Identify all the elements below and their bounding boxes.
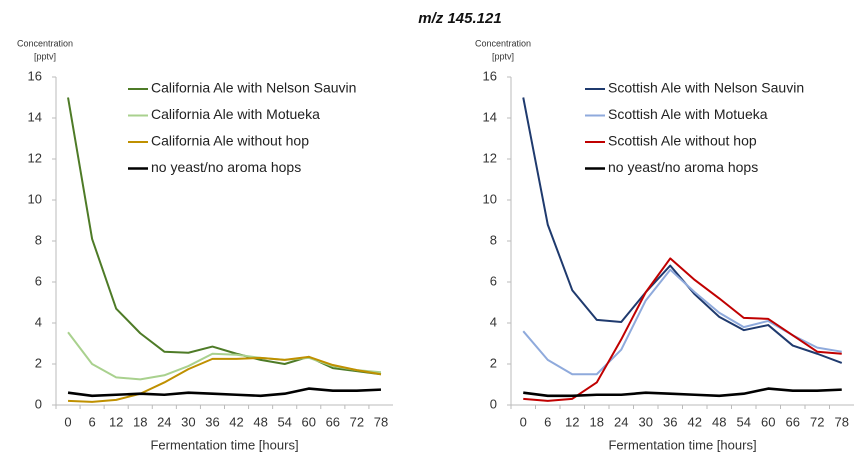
y-tick-label: 2	[490, 355, 497, 370]
y-axis-label: [pptv]	[492, 51, 514, 61]
y-tick-label: 4	[35, 314, 42, 329]
x-tick-label: 0	[64, 414, 71, 429]
y-tick-label: 12	[483, 150, 497, 165]
x-tick-label: 54	[737, 414, 751, 429]
x-tick-label: 48	[712, 414, 726, 429]
y-tick-label: 10	[28, 191, 42, 206]
x-tick-label: 78	[374, 414, 388, 429]
x-tick-label: 12	[565, 414, 579, 429]
figure-title: m/z 145.121	[418, 10, 501, 27]
x-tick-label: 6	[88, 414, 95, 429]
y-tick-label: 0	[35, 396, 42, 411]
x-tick-label: 6	[544, 414, 551, 429]
x-tick-label: 24	[157, 414, 171, 429]
legend-label: Scottish Ale with Motueka	[608, 106, 768, 122]
y-tick-label: 2	[35, 355, 42, 370]
legend-label: Scottish Ale with Nelson Sauvin	[608, 80, 804, 96]
y-tick-label: 14	[28, 109, 42, 124]
y-tick-label: 6	[490, 273, 497, 288]
x-tick-label: 30	[639, 414, 653, 429]
legend-label: California Ale with Motueka	[151, 106, 320, 122]
y-axis-label: Concentration	[17, 38, 73, 48]
x-axis-label: Fermentation time [hours]	[608, 437, 756, 452]
x-axis-label: Fermentation time [hours]	[150, 437, 298, 452]
y-tick-label: 16	[28, 68, 42, 83]
x-tick-label: 36	[663, 414, 677, 429]
x-tick-label: 12	[109, 414, 123, 429]
x-tick-label: 18	[590, 414, 604, 429]
y-tick-label: 10	[483, 191, 497, 206]
y-tick-label: 8	[490, 232, 497, 247]
y-tick-label: 0	[490, 396, 497, 411]
x-tick-label: 30	[181, 414, 195, 429]
legend-label: California Ale without hop	[151, 133, 309, 149]
x-tick-label: 18	[133, 414, 147, 429]
x-tick-label: 60	[302, 414, 316, 429]
x-tick-label: 36	[205, 414, 219, 429]
legend-label: California Ale with Nelson Sauvin	[151, 80, 356, 96]
x-tick-label: 78	[835, 414, 849, 429]
legend-label: Scottish Ale without hop	[608, 133, 757, 149]
x-tick-label: 48	[253, 414, 267, 429]
y-tick-label: 12	[28, 150, 42, 165]
x-tick-label: 66	[326, 414, 340, 429]
series-line	[523, 387, 842, 398]
series-line	[67, 331, 382, 381]
x-tick-label: 72	[810, 414, 824, 429]
y-tick-label: 4	[490, 314, 497, 329]
x-tick-label: 66	[786, 414, 800, 429]
y-tick-label: 14	[483, 109, 497, 124]
y-tick-label: 6	[35, 273, 42, 288]
series-line	[67, 387, 382, 398]
legend-label: no yeast/no aroma hops	[608, 159, 758, 175]
x-tick-label: 42	[229, 414, 243, 429]
x-tick-label: 0	[520, 414, 527, 429]
legend-label: no yeast/no aroma hops	[151, 159, 301, 175]
y-axis-label: [pptv]	[34, 51, 56, 61]
y-tick-label: 16	[483, 68, 497, 83]
x-tick-label: 72	[350, 414, 364, 429]
x-tick-label: 60	[761, 414, 775, 429]
x-tick-label: 54	[277, 414, 291, 429]
y-axis-label: Concentration	[475, 38, 531, 48]
x-tick-label: 42	[688, 414, 702, 429]
series-line	[67, 355, 382, 403]
y-tick-label: 8	[35, 232, 42, 247]
x-tick-label: 24	[614, 414, 628, 429]
series-line	[67, 97, 382, 376]
